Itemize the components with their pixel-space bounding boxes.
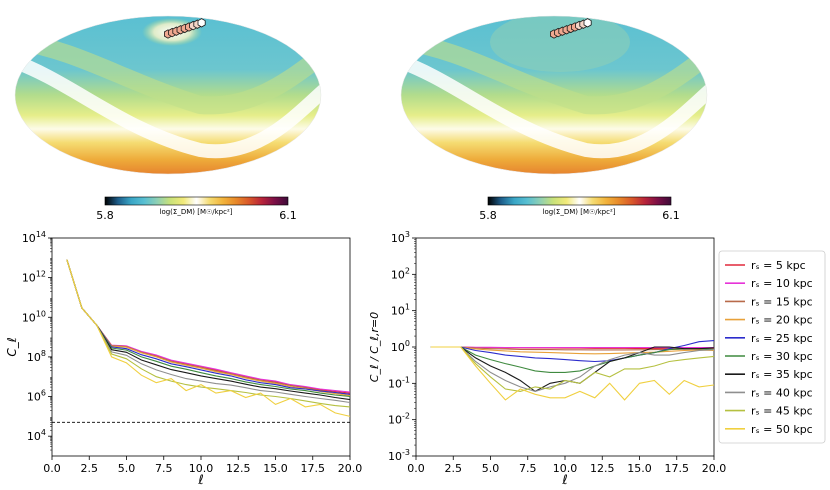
right-white-band [401, 53, 707, 159]
right-colorbar-label: log(Σ_DM) [M☉/kpc²] [543, 208, 616, 216]
right-sky-border [400, 15, 708, 175]
y-tick-label: 10-1 [388, 375, 410, 390]
legend-entry: rₛ = 50 kpc [751, 423, 813, 436]
left-colorbar-label: log(Σ_DM) [M☉/kpc²] [160, 208, 233, 216]
series-line [430, 346, 715, 401]
legend-entry: rₛ = 15 kpc [751, 295, 813, 308]
series-line [430, 346, 715, 373]
power-spectrum-plot: 0.0 2.5 5.0 7.5 10.0 12.5 15.0 17.5 20.0 104 106 10… [5, 230, 362, 488]
series-line [430, 346, 715, 392]
y-tick-label: 101 [391, 303, 410, 318]
left-colorbar-min: 5.8 [96, 209, 114, 222]
legend-entry: rₛ = 40 kpc [751, 386, 813, 399]
x-tick-label: 17.5 [665, 462, 690, 475]
series-line [66, 259, 351, 401]
legend-box [718, 250, 826, 444]
power-spectrum-frame [51, 237, 351, 457]
power-ratio-xlabel: ℓ [561, 473, 567, 488]
legend-entry: rₛ = 25 kpc [751, 332, 813, 345]
power-ratio-ylabel: C_ℓ / C_ℓ,r=0 [368, 312, 381, 382]
y-tick-label: 100 [391, 339, 410, 354]
y-tick-label: 106 [27, 389, 46, 404]
power-ratio-series [430, 340, 715, 401]
x-tick-label: 15.0 [263, 462, 288, 475]
power-spectrum-xlabel: ℓ [197, 473, 203, 488]
x-tick-label: 0.0 [43, 462, 61, 475]
series-line [66, 259, 351, 404]
left-white-band [15, 53, 321, 159]
power-spectrum-ylabel: C_ℓ [5, 337, 19, 356]
series-line [430, 346, 715, 355]
series-line [66, 259, 351, 395]
left-satellite-track [163, 18, 206, 39]
satellite-marker [197, 18, 206, 28]
x-tick-label: 12.5 [226, 462, 251, 475]
legend-entry: rₛ = 10 kpc [751, 277, 813, 290]
right-satellite-track [550, 18, 592, 39]
y-tick-label: 1012 [22, 270, 46, 285]
series-line [430, 340, 715, 363]
left-colorbar-bar [104, 196, 289, 206]
x-tick-label: 7.5 [519, 462, 537, 475]
y-tick-label: 1010 [22, 309, 46, 324]
y-tick-label: 10-3 [388, 448, 410, 463]
legend-entry: rₛ = 35 kpc [751, 368, 813, 381]
series-line [66, 259, 351, 394]
legend-entry: rₛ = 30 kpc [751, 350, 813, 363]
x-tick-label: 12.5 [590, 462, 615, 475]
right-colorbar-min: 5.8 [479, 209, 497, 222]
x-tick-label: 5.0 [482, 462, 500, 475]
power-spectrum-ticks: 0.0 2.5 5.0 7.5 10.0 12.5 15.0 17.5 20.0 104 106 10… [22, 230, 362, 475]
x-tick-label: 2.5 [81, 462, 99, 475]
legend-entry: rₛ = 5 kpc [751, 259, 806, 272]
right-sky-map [400, 15, 708, 175]
power-ratio-ticks: 0.0 2.5 5.0 7.5 10.0 12.5 15.0 17.5 20.0 10-3 10-2… [388, 230, 726, 475]
x-tick-label: 17.5 [301, 462, 326, 475]
left-sky-border [14, 15, 322, 175]
x-tick-label: 5.0 [118, 462, 136, 475]
series-line [66, 259, 351, 397]
left-hotspot [285, 144, 321, 172]
right-diffuse-lobe [490, 16, 630, 72]
series-line [66, 259, 351, 393]
series-line [430, 346, 715, 392]
x-tick-label: 10.0 [553, 462, 578, 475]
power-spectrum-series [66, 259, 351, 417]
right-green-band [401, 31, 707, 115]
x-tick-label: 10.0 [189, 462, 214, 475]
left-colorbar: 5.8 6.1 log(Σ_DM) [M☉/kpc²] [96, 196, 297, 222]
legend: rₛ = 5 kpc rₛ = 10 kpc rₛ = 15 kpc rₛ = 20 … [718, 250, 826, 444]
x-tick-label: 20.0 [338, 462, 363, 475]
x-tick-label: 2.5 [445, 462, 463, 475]
right-colorbar-bar [487, 196, 672, 206]
power-ratio-plot: 0.0 2.5 5.0 7.5 10.0 12.5 15.0 17.5 20.0 10-3 10-2… [368, 230, 726, 488]
right-colorbar: 5.8 6.1 log(Σ_DM) [M☉/kpc²] [479, 196, 680, 222]
right-colorbar-max: 6.1 [662, 209, 680, 222]
series-line [66, 259, 351, 398]
left-green-band [15, 31, 321, 115]
series-line [66, 259, 351, 417]
legend-entry: rₛ = 20 kpc [751, 314, 813, 327]
left-sky-map [14, 15, 322, 175]
legend-entry: rₛ = 45 kpc [751, 405, 813, 418]
x-tick-label: 20.0 [702, 462, 727, 475]
y-tick-label: 108 [27, 349, 46, 364]
x-tick-label: 15.0 [627, 462, 652, 475]
series-line [66, 259, 351, 408]
y-tick-label: 104 [27, 428, 46, 443]
y-tick-label: 10-2 [388, 412, 410, 427]
satellite-marker [583, 18, 592, 28]
x-tick-label: 0.0 [407, 462, 425, 475]
right-hotspot [671, 144, 707, 172]
left-colorbar-max: 6.1 [279, 209, 297, 222]
x-tick-label: 7.5 [155, 462, 173, 475]
y-tick-label: 102 [391, 266, 410, 281]
y-tick-label: 103 [391, 230, 410, 245]
y-tick-label: 1014 [22, 230, 46, 245]
